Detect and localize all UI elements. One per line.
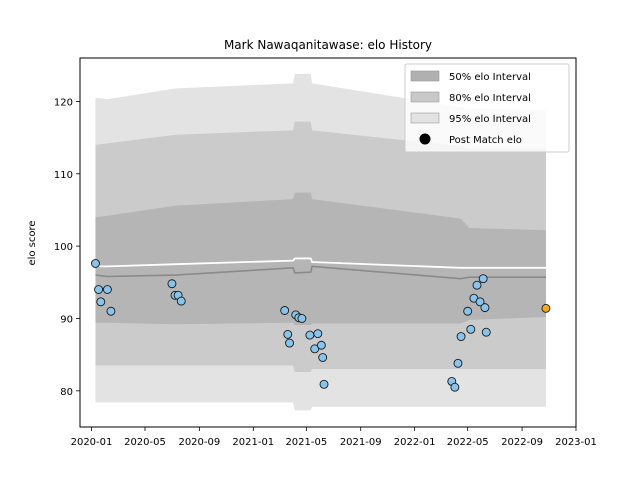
post-match-elo-point [313, 329, 323, 339]
latest-elo-point [541, 303, 551, 313]
post-match-elo-point [305, 330, 315, 340]
legend-label: Post Match elo [449, 135, 522, 146]
x-tick-label: 2020-01 [71, 437, 113, 448]
plot-area [91, 73, 551, 411]
legend-label: 95% elo Interval [449, 114, 531, 125]
post-match-elo-point [316, 340, 326, 350]
x-tick-label: 2020-09 [178, 437, 220, 448]
x-tick-label: 2023-01 [555, 437, 597, 448]
post-match-elo-point [285, 338, 294, 348]
post-match-elo-point [283, 329, 293, 339]
legend-swatch [410, 112, 440, 124]
legend-label: 50% elo Interval [449, 72, 531, 83]
y-tick-label: 80 [60, 387, 73, 398]
post-match-elo-point [456, 332, 466, 342]
post-match-elo-point [94, 285, 104, 294]
post-match-elo-point [319, 379, 329, 389]
x-tick-label: 2022-05 [447, 437, 489, 448]
x-axis: 2020-01 2020-05 2020-09 2021-01 2021-05 2021-… [71, 427, 597, 448]
y-tick-label: 90 [60, 314, 73, 325]
median-elo-line [95, 265, 546, 280]
plot-frame [79, 57, 577, 428]
post-match-elo-point [463, 306, 473, 316]
post-match-elo-point [310, 344, 320, 354]
band-50-interval [95, 192, 546, 325]
post-match-elo-point [480, 303, 490, 313]
x-tick-label: 2021-09 [340, 437, 382, 448]
post-match-elo-point [450, 382, 460, 392]
post-match-elo-point [297, 314, 307, 323]
mean-elo-line [95, 257, 546, 269]
post-match-elo-point [280, 306, 290, 315]
x-tick-label: 2022-01 [394, 437, 436, 448]
legend-swatch [410, 91, 440, 103]
x-tick-label: 2020-05 [124, 437, 166, 448]
post-match-elo-point [481, 327, 491, 337]
post-match-elo-point [466, 324, 476, 334]
y-tick-label: 100 [54, 242, 73, 253]
legend-marker [419, 133, 431, 145]
x-tick-label: 2022-09 [501, 437, 543, 448]
post-match-elo-point [453, 358, 463, 368]
post-match-elo-point [318, 353, 328, 362]
post-match-elo-point [478, 274, 488, 284]
x-tick-label: 2021-05 [285, 437, 327, 448]
post-match-elo-point [472, 280, 482, 290]
y-axis-label: elo score [27, 220, 38, 265]
legend-swatch [410, 70, 440, 82]
post-match-elo-point [91, 259, 100, 268]
y-axis: 80 90 100 110 120 [54, 97, 80, 398]
post-match-elo-point [96, 297, 106, 307]
y-tick-label: 120 [54, 97, 73, 108]
legend-box [404, 63, 570, 153]
post-match-elo-point [176, 296, 186, 306]
post-match-elo-point [102, 285, 112, 294]
x-tick-label: 2021-01 [232, 437, 274, 448]
legend-label: 80% elo Interval [449, 93, 531, 104]
chart-title: Mark Nawaqanitawase: elo History [224, 38, 432, 52]
y-tick-label: 110 [54, 170, 73, 181]
post-match-elo-point [167, 279, 177, 289]
legend: 50% elo Interval 80% elo Interval 95% elo … [404, 63, 570, 153]
post-match-elo-point [475, 297, 485, 307]
post-match-elo-point [106, 306, 116, 316]
